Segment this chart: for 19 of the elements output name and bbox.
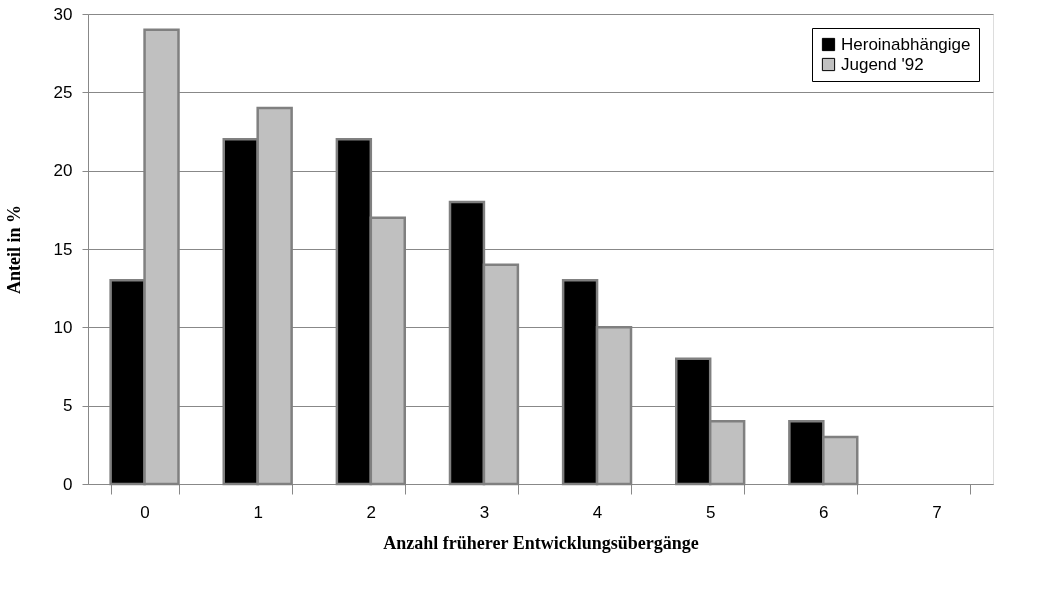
y-tick-label: 0 bbox=[63, 474, 73, 494]
x-tick-label: 5 bbox=[705, 502, 716, 522]
y-tick-label: 30 bbox=[53, 4, 73, 24]
x-tick-label: 0 bbox=[140, 502, 150, 522]
x-tick-label: 4 bbox=[592, 502, 603, 522]
x-tick-label: 3 bbox=[479, 502, 490, 522]
x-tick-label: 1 bbox=[253, 502, 263, 522]
x-tick-label: 7 bbox=[932, 502, 942, 522]
legend-label: Jugend '92 bbox=[841, 54, 924, 74]
y-tick-label: 15 bbox=[53, 239, 73, 259]
y-tick-label: 20 bbox=[53, 161, 73, 181]
x-tick-label: 2 bbox=[366, 502, 377, 522]
y-tick-label: 25 bbox=[53, 82, 73, 102]
y-axis-title: Anteil in % bbox=[3, 204, 24, 295]
x-tick-label: 6 bbox=[819, 502, 829, 522]
x-axis-title: Anzahl früherer Entwicklungsübergänge bbox=[383, 532, 699, 553]
y-tick-label: 10 bbox=[53, 317, 73, 337]
legend-label: Heroinabhängige bbox=[841, 34, 971, 54]
y-tick-label: 5 bbox=[63, 396, 73, 416]
